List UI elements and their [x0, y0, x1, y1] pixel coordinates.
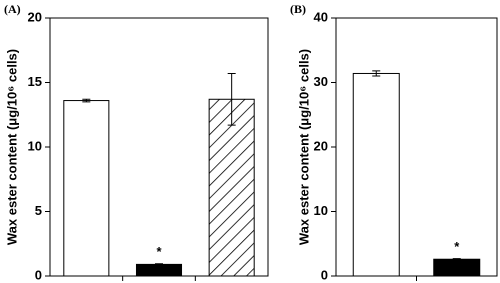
bar: [208, 98, 255, 277]
y-tick-label: 20: [28, 9, 42, 24]
y-axis-label: Wax ester content (μg/10⁶ cells): [296, 49, 311, 245]
y-tick-label: 10: [28, 138, 42, 153]
significance-marker: *: [454, 239, 460, 254]
y-tick-label: 0: [321, 267, 328, 282]
bar: [433, 258, 481, 277]
bar: [352, 72, 400, 277]
y-tick-label: 20: [314, 138, 328, 153]
panel-label: (B): [290, 2, 306, 16]
y-tick-label: 30: [314, 74, 328, 89]
y-tick-label: 10: [314, 203, 328, 218]
y-tick-label: 0: [35, 267, 42, 282]
y-axis-label: Wax ester content (μg/10⁶ cells): [4, 49, 19, 245]
bar: [135, 263, 183, 277]
panel-label: (A): [4, 2, 21, 16]
axis-frame: [49, 17, 269, 277]
bar: [63, 100, 110, 277]
y-tick-label: 40: [314, 9, 328, 24]
error-bar: [372, 70, 381, 77]
significance-marker: *: [156, 244, 162, 259]
error-bar: [82, 98, 91, 103]
axis-frame: [335, 17, 498, 277]
y-tick-label: 15: [28, 74, 42, 89]
error-bar: [155, 263, 163, 266]
y-tick-label: 5: [35, 203, 42, 218]
error-bar: [452, 258, 461, 261]
error-bar: [227, 72, 236, 126]
